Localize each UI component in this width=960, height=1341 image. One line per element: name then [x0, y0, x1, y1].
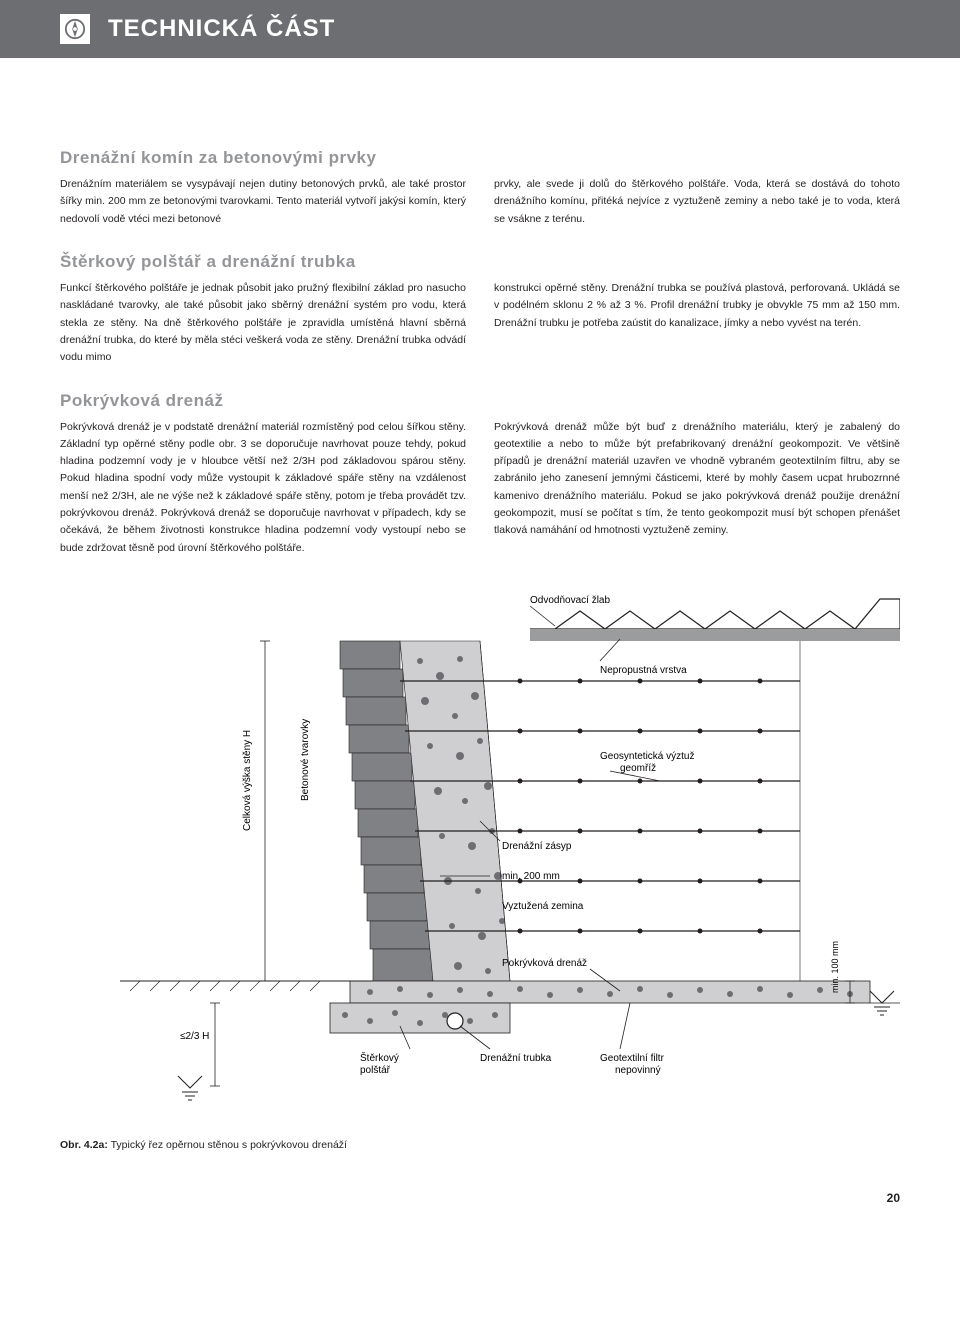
figlabel-min200: min. 200 mm — [502, 871, 560, 882]
section-3-right: Pokrývková drenáž může být buď z drenážn… — [494, 419, 900, 558]
section-2-left: Funkcí štěrkového polštáře je jednak půs… — [60, 280, 466, 367]
header-title: TECHNICKÁ ČÁST — [108, 15, 335, 43]
section-2-title: Štěrkový polštář a drenážní trubka — [60, 252, 900, 272]
figlabel-vyztuzena: Vyztužená zemina — [502, 901, 584, 912]
figlabel-geosynt: Geosyntetická výztuž — [600, 751, 694, 762]
figlabel-sterk: Štěrkový — [360, 1051, 399, 1064]
figlabel-nepropust: Nepropustná vrstva — [600, 665, 687, 676]
section-1-left: Drenážním materiálem se vysypávají nejen… — [60, 176, 466, 228]
figlabel-zasyp: Drenážní zásyp — [502, 841, 572, 852]
page-number: 20 — [0, 1191, 960, 1225]
figlabel-tvarovky: Betonové tvarovky — [300, 719, 311, 801]
section-3-title: Pokrývková drenáž — [60, 391, 900, 411]
figlabel-vyska: Celková výška stěny H — [242, 730, 253, 831]
figlabel-odvod: Odvodňovací žlab — [530, 595, 610, 606]
figlabel-nepovinny: nepovinný — [615, 1065, 661, 1076]
page-content: Drenážní komín za betonovými prvky Drená… — [0, 58, 960, 1191]
figure-caption-label: Obr. 4.2a: — [60, 1139, 108, 1151]
section-1-right: prvky, ale svede ji dolů do štěrkového p… — [494, 176, 900, 228]
figlabel-min100: min. 100 mm — [830, 941, 840, 993]
figure-caption: Obr. 4.2a: Typický řez opěrnou stěnou s … — [60, 1139, 900, 1151]
figlabel-pokryvka: Pokrývková drenáž — [502, 958, 587, 969]
figlabel-geomriz: geomříž — [620, 763, 656, 774]
figlabel-geofiltr: Geotextilní filtr — [600, 1053, 665, 1064]
section-2-right: konstrukci opěrné stěny. Drenážní trubka… — [494, 280, 900, 367]
compass-icon — [60, 14, 90, 44]
section-1-body: Drenážním materiálem se vysypávají nejen… — [60, 176, 900, 228]
header-bar: TECHNICKÁ ČÁST — [0, 0, 960, 58]
figlabel-polstar: polštář — [360, 1065, 391, 1076]
section-3-left: Pokrývková drenáž je v podstatě drenážní… — [60, 419, 466, 558]
figlabel-trubka: Drenážní trubka — [480, 1053, 552, 1064]
figlabel-dvatri: ≤2/3 H — [180, 1031, 209, 1042]
section-3-body: Pokrývková drenáž je v podstatě drenážní… — [60, 419, 900, 558]
section-2-body: Funkcí štěrkového polštáře je jednak půs… — [60, 280, 900, 367]
figure-4-2a: Odvodňovací žlab Nepropustná vrstva Celk… — [60, 581, 900, 1121]
section-1-title: Drenážní komín za betonovými prvky — [60, 148, 900, 168]
figure-caption-text: Typický řez opěrnou stěnou s pokrývkovou… — [108, 1139, 347, 1151]
